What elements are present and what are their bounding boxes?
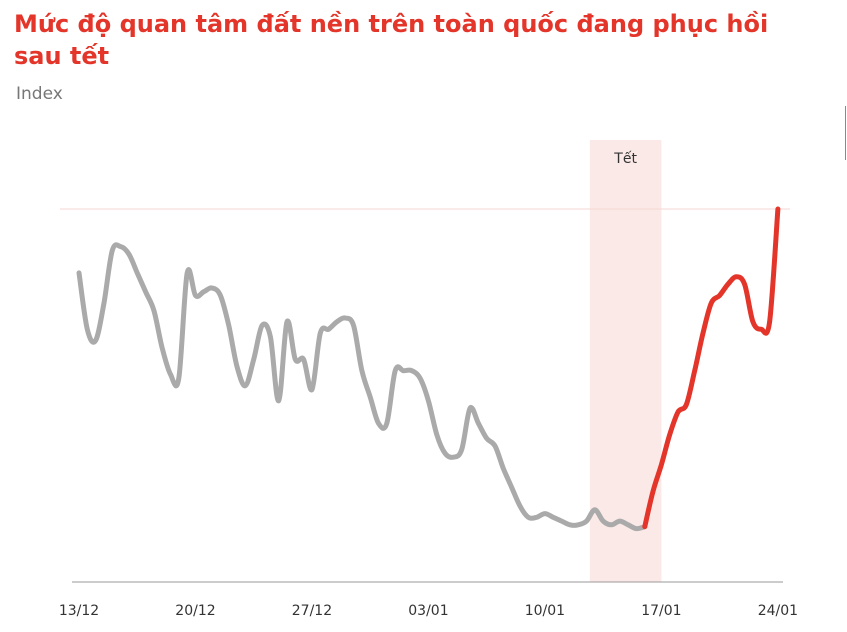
series-line-before-tet: [76, 242, 648, 532]
chart-title: Mức độ quan tâm đất nền trên toàn quốc đ…: [14, 10, 769, 70]
edge-divider: [845, 106, 846, 160]
x-tick-label: 03/01: [408, 603, 448, 619]
tet-band-label: Tết: [613, 150, 637, 167]
x-tick-label: 20/12: [175, 603, 215, 619]
x-tick-label: 27/12: [292, 603, 332, 619]
x-tick-label: 24/01: [758, 603, 798, 619]
x-tick-label: 13/12: [59, 603, 99, 619]
x-tick-label: 17/01: [641, 603, 681, 619]
x-tick-label: 10/01: [525, 603, 565, 619]
x-axis-ticks: 13/1220/1227/1203/0110/0117/0124/0131/01…: [59, 603, 798, 619]
chart-subtitle: Index: [16, 84, 63, 104]
series-line-after-tet: [642, 206, 781, 530]
